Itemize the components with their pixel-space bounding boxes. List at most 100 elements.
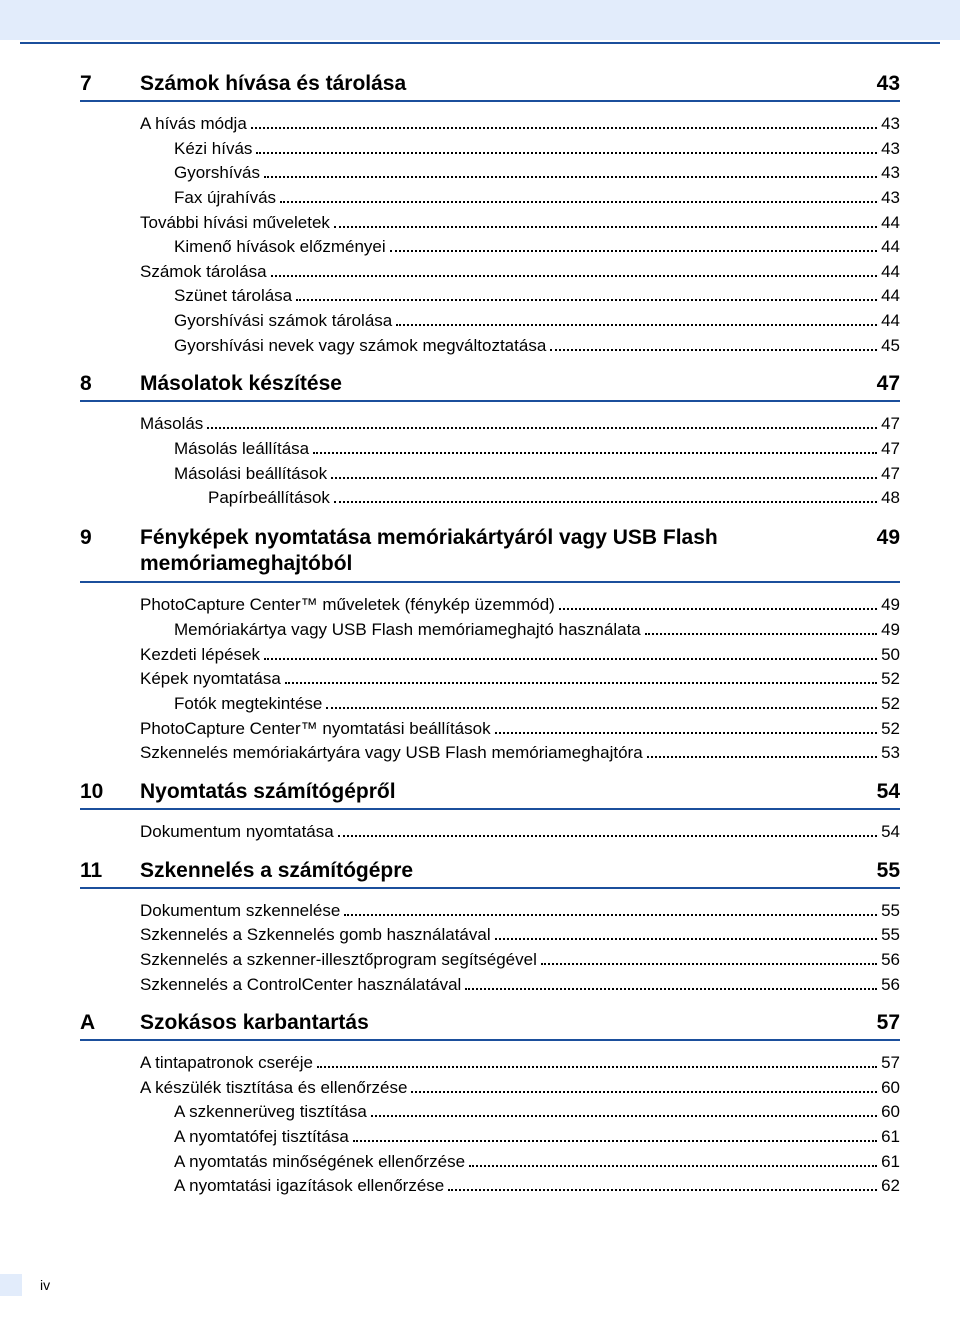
section-title: Szkennelés a számítógépre: [140, 859, 860, 883]
entry-label: Papírbeállítások: [208, 486, 330, 511]
toc-entry[interactable]: Szkennelés memóriakártyára vagy USB Flas…: [140, 741, 900, 766]
entry-page: 60: [881, 1076, 900, 1101]
toc-entry[interactable]: Gyorshívás43: [140, 161, 900, 186]
section-heading: 7 Számok hívása és tárolása 43: [80, 72, 900, 100]
toc-entry[interactable]: Papírbeállítások 48: [140, 486, 900, 511]
toc-entry[interactable]: Kimenő hívások előzményei44: [140, 235, 900, 260]
entries-list: Dokumentum szkennelése 55 Szkennelés a Sz…: [140, 899, 900, 998]
toc-entry[interactable]: Másolás 47: [140, 412, 900, 437]
entry-page: 49: [881, 618, 900, 643]
toc-entry[interactable]: Memóriakártya vagy USB Flash memóriamegh…: [140, 618, 900, 643]
toc-entry[interactable]: Fax újrahívás43: [140, 186, 900, 211]
toc-entry[interactable]: A készülék tisztítása és ellenőrzése 60: [140, 1076, 900, 1101]
entry-page: 52: [881, 717, 900, 742]
entry-page: 60: [881, 1100, 900, 1125]
leader-dots: [264, 644, 877, 659]
entry-page: 56: [881, 948, 900, 973]
entries-list: A hívás módja 43 Kézi hívás43 Gyorshívás4…: [140, 112, 900, 358]
section-heading: 9 Fényképek nyomtatása memóriakártyáról …: [80, 525, 900, 582]
header-band: [0, 0, 960, 40]
entry-page: 47: [881, 412, 900, 437]
toc-entry[interactable]: Szkennelés a ControlCenter használatával…: [140, 973, 900, 998]
entry-page: 45: [881, 334, 900, 359]
section-rule: [80, 1039, 900, 1041]
toc-section: 8 Másolatok készítése 47 Másolás 47 Másol…: [80, 372, 900, 511]
toc-entry[interactable]: Szkennelés a Szkennelés gomb használatáv…: [140, 923, 900, 948]
toc-section: 10 Nyomtatás számítógépről 54 Dokumentum…: [80, 780, 900, 845]
entry-label: Memóriakártya vagy USB Flash memóriamegh…: [174, 618, 641, 643]
leader-dots: [495, 718, 878, 733]
entry-page: 54: [881, 820, 900, 845]
entries-list: Másolás 47 Másolás leállítása47 Másolási …: [140, 412, 900, 511]
leader-dots: [411, 1078, 877, 1093]
entry-page: 43: [881, 137, 900, 162]
entry-label: Másolás: [140, 412, 203, 437]
section-number: A: [80, 1011, 140, 1035]
leader-dots: [334, 212, 877, 227]
section-title: Számok hívása és tárolása: [140, 72, 860, 96]
entry-page: 55: [881, 899, 900, 924]
entry-label: A tintapatronok cseréje: [140, 1051, 313, 1076]
entry-label: Gyorshívási számok tárolása: [174, 309, 392, 334]
toc-entry[interactable]: Gyorshívási számok tárolása44: [140, 309, 900, 334]
toc-entry[interactable]: A nyomtatási igazítások ellenőrzése62: [140, 1174, 900, 1199]
section-rule: [80, 100, 900, 102]
entry-page: 43: [881, 112, 900, 137]
leader-dots: [559, 595, 877, 610]
section-number: 10: [80, 780, 140, 804]
section-rule: [80, 400, 900, 402]
leader-dots: [541, 950, 877, 965]
entries-list: Dokumentum nyomtatása 54: [140, 820, 900, 845]
toc-entry[interactable]: Képek nyomtatása52: [140, 667, 900, 692]
toc-entry[interactable]: Gyorshívási nevek vagy számok megváltozt…: [140, 334, 900, 359]
toc-entry[interactable]: Szkennelés a szkenner-illesztőprogram se…: [140, 948, 900, 973]
leader-dots: [331, 463, 877, 478]
toc-entry[interactable]: Másolási beállítások47: [140, 462, 900, 487]
entry-page: 43: [881, 161, 900, 186]
leader-dots: [448, 1176, 877, 1191]
section-number: 11: [80, 859, 140, 883]
toc-entry[interactable]: Dokumentum szkennelése 55: [140, 899, 900, 924]
toc-entry[interactable]: A szkennerüveg tisztítása60: [140, 1100, 900, 1125]
page-footer: iv: [0, 1274, 50, 1296]
toc-entry[interactable]: Kezdeti lépések50: [140, 643, 900, 668]
section-page: 47: [860, 372, 900, 396]
toc-entry[interactable]: A nyomtatás minőségének ellenőrzése61: [140, 1150, 900, 1175]
entry-label: A nyomtatási igazítások ellenőrzése: [174, 1174, 444, 1199]
leader-dots: [256, 138, 877, 153]
entry-page: 48: [881, 486, 900, 511]
leader-dots: [313, 439, 877, 454]
leader-dots: [280, 188, 877, 203]
section-number: 8: [80, 372, 140, 396]
entry-label: Szkennelés a Szkennelés gomb használatáv…: [140, 923, 491, 948]
entry-label: Dokumentum nyomtatása: [140, 820, 334, 845]
entry-page: 47: [881, 437, 900, 462]
toc-entry[interactable]: PhotoCapture Center™ nyomtatási beállítá…: [140, 717, 900, 742]
toc-entry[interactable]: Dokumentum nyomtatása 54: [140, 820, 900, 845]
section-title: Másolatok készítése: [140, 372, 860, 396]
entries-list: PhotoCapture Center™ műveletek (fénykép …: [140, 593, 900, 765]
toc-entry[interactable]: A hívás módja 43: [140, 112, 900, 137]
section-heading: A Szokásos karbantartás 57: [80, 1011, 900, 1039]
toc-entry[interactable]: Kézi hívás43: [140, 137, 900, 162]
entry-label: PhotoCapture Center™ műveletek (fénykép …: [140, 593, 555, 618]
leader-dots: [285, 669, 877, 684]
entry-label: A hívás módja: [140, 112, 247, 137]
section-heading: 11 Szkennelés a számítógépre 55: [80, 859, 900, 887]
entry-label: Dokumentum szkennelése: [140, 899, 340, 924]
toc-section: 11 Szkennelés a számítógépre 55 Dokument…: [80, 859, 900, 998]
toc-entry[interactable]: A tintapatronok cseréje57: [140, 1051, 900, 1076]
leader-dots: [317, 1053, 877, 1068]
section-title: Nyomtatás számítógépről: [140, 780, 860, 804]
toc-entry[interactable]: PhotoCapture Center™ műveletek (fénykép …: [140, 593, 900, 618]
toc-entry[interactable]: Fotók megtekintése52: [140, 692, 900, 717]
toc-entry[interactable]: A nyomtatófej tisztítása61: [140, 1125, 900, 1150]
entry-label: A készülék tisztítása és ellenőrzése: [140, 1076, 407, 1101]
entry-label: Fotók megtekintése: [174, 692, 322, 717]
leader-dots: [396, 311, 877, 326]
toc-entry[interactable]: Szünet tárolása44: [140, 284, 900, 309]
toc-entry[interactable]: Másolás leállítása47: [140, 437, 900, 462]
toc-entry[interactable]: További hívási műveletek44: [140, 211, 900, 236]
toc-entry[interactable]: Számok tárolása44: [140, 260, 900, 285]
entry-label: Gyorshívási nevek vagy számok megváltozt…: [174, 334, 546, 359]
